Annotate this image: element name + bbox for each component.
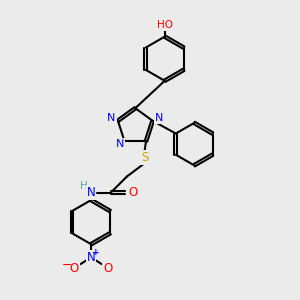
Text: H: H [80,181,88,191]
Text: −: − [62,259,72,272]
Text: N: N [155,113,163,123]
Text: O: O [103,262,112,275]
Text: N: N [87,186,95,199]
Text: N: N [116,139,124,149]
Text: +: + [92,248,100,257]
Text: N: N [107,113,116,123]
Text: O: O [70,262,79,275]
Text: O: O [129,186,138,199]
Text: N: N [87,251,95,264]
Text: HO: HO [157,20,173,30]
Text: S: S [141,151,148,164]
